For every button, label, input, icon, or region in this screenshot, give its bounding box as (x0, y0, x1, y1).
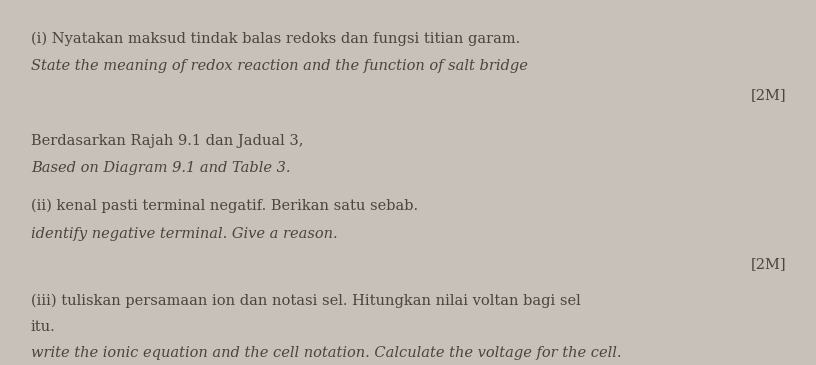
Text: Based on Diagram 9.1 and Table 3.: Based on Diagram 9.1 and Table 3. (31, 161, 290, 175)
Text: (iii) tuliskan persamaan ion dan notasi sel. Hitungkan nilai voltan bagi sel: (iii) tuliskan persamaan ion dan notasi … (31, 294, 581, 308)
Text: Berdasarkan Rajah 9.1 dan Jadual 3,: Berdasarkan Rajah 9.1 dan Jadual 3, (31, 134, 304, 147)
Text: [2M]: [2M] (751, 258, 787, 272)
Text: (ii) kenal pasti terminal negatif. Berikan satu sebab.: (ii) kenal pasti terminal negatif. Berik… (31, 199, 418, 214)
Text: identify negative terminal. Give a reason.: identify negative terminal. Give a reaso… (31, 227, 338, 241)
Text: (i) Nyatakan maksud tindak balas redoks dan fungsi titian garam.: (i) Nyatakan maksud tindak balas redoks … (31, 31, 521, 46)
Text: State the meaning of redox reaction and the function of salt bridge: State the meaning of redox reaction and … (31, 59, 528, 73)
Text: write the ionic equation and the cell notation. Calculate the voltage for the ce: write the ionic equation and the cell no… (31, 346, 622, 360)
Text: itu.: itu. (31, 320, 55, 334)
Text: [2M]: [2M] (751, 88, 787, 102)
